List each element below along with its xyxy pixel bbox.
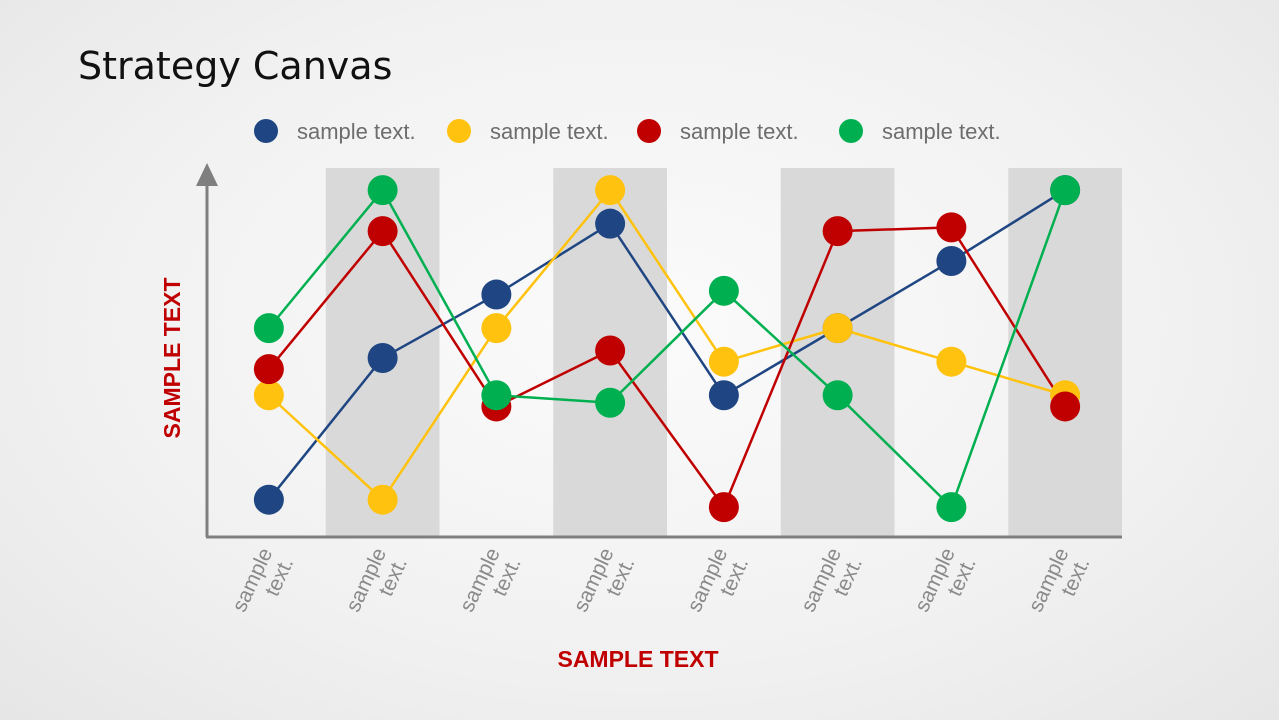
series-points <box>253 175 1081 523</box>
series-3-point <box>708 492 739 523</box>
x-tick-label: sampletext. <box>1024 544 1094 625</box>
legend-label: sample text. <box>297 119 416 144</box>
x-tick-label: sampletext. <box>342 544 412 625</box>
series-1-point <box>253 484 284 515</box>
series-line-2 <box>268 188 1066 501</box>
series-1-point <box>936 245 967 276</box>
chart-legend: sample text. sample text. sample text. samp… <box>254 119 1001 144</box>
series-line-1 <box>267 189 1066 501</box>
series-2-point <box>253 380 284 411</box>
x-tick-labels: sampletext. sampletext. sampletext. samplet… <box>228 544 1095 625</box>
series-4-point <box>253 313 284 344</box>
y-axis-arrow-icon <box>196 163 218 186</box>
series-4-point <box>481 380 512 411</box>
x-tick-label: sampletext. <box>797 544 867 625</box>
series-1-point <box>595 208 626 239</box>
series-1-point <box>708 380 739 411</box>
legend-label: sample text. <box>882 119 1001 144</box>
legend-marker <box>447 119 471 143</box>
x-tick-label: sampletext. <box>683 544 753 625</box>
series-2-point <box>936 346 967 377</box>
series-4-point <box>822 380 853 411</box>
series-4-point <box>936 492 967 523</box>
x-tick-label: sampletext. <box>455 544 525 625</box>
series-1-point <box>481 279 512 310</box>
series-2-point <box>822 313 853 344</box>
series-2-point <box>708 346 739 377</box>
legend-marker <box>254 119 278 143</box>
series-2-point <box>595 175 626 206</box>
series-4-point <box>595 387 626 418</box>
series-lines <box>267 188 1067 509</box>
slide-title: Strategy Canvas <box>78 44 393 88</box>
x-axis-title: SAMPLE TEXT <box>557 646 718 672</box>
series-3-point <box>253 354 284 385</box>
legend-label: sample text. <box>490 119 609 144</box>
series-2-point <box>367 484 398 515</box>
legend-label: sample text. <box>680 119 799 144</box>
y-axis-title: SAMPLE TEXT <box>159 277 185 438</box>
series-3-point <box>367 216 398 247</box>
legend-item: sample text. <box>447 119 609 144</box>
legend-item: sample text. <box>839 119 1001 144</box>
chart-axes <box>196 163 1122 539</box>
series-4-point <box>708 275 739 306</box>
legend-item: sample text. <box>637 119 799 144</box>
series-2-point <box>481 313 512 344</box>
legend-marker <box>637 119 661 143</box>
series-line-3 <box>267 226 1067 509</box>
series-3-point <box>936 212 967 243</box>
legend-item: sample text. <box>254 119 416 144</box>
series-3-point <box>1050 391 1081 422</box>
x-tick-label: sampletext. <box>569 544 639 625</box>
series-3-point <box>595 335 626 366</box>
legend-marker <box>839 119 863 143</box>
category-band <box>1008 168 1122 537</box>
series-4-point <box>367 175 398 206</box>
series-line-4 <box>267 188 1067 509</box>
series-3-point <box>822 216 853 247</box>
series-1-point <box>367 342 398 373</box>
x-tick-label: sampletext. <box>228 544 298 625</box>
series-4-point <box>1050 175 1081 206</box>
x-tick-label: sampletext. <box>910 544 980 625</box>
